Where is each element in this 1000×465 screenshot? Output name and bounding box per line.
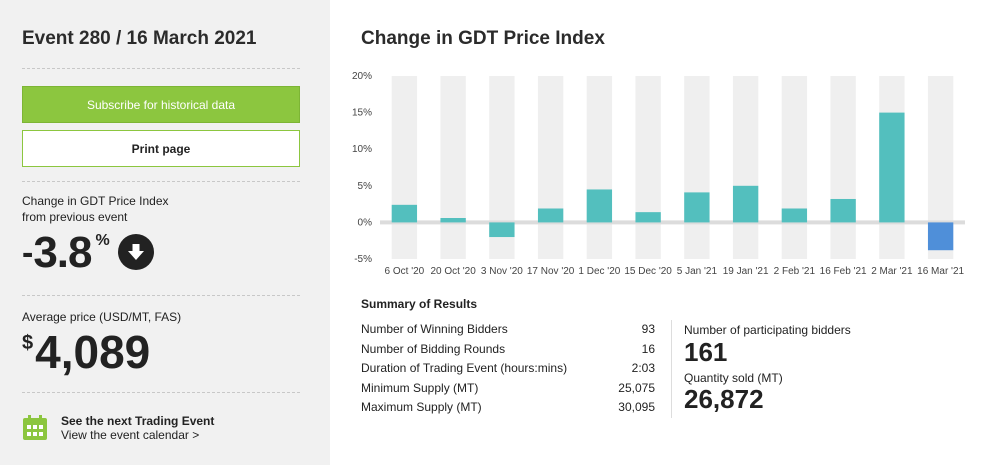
change-label-line2: from previous event bbox=[22, 210, 128, 224]
next-event-title: See the next Trading Event bbox=[61, 414, 215, 428]
x-tick-label: 20 Oct '20 bbox=[430, 266, 476, 277]
event-calendar-link[interactable]: View the event calendar > bbox=[61, 428, 200, 442]
print-page-button[interactable]: Print page bbox=[22, 130, 300, 167]
bar bbox=[537, 208, 564, 223]
bar bbox=[879, 112, 905, 223]
summary-divider bbox=[671, 320, 672, 418]
bar bbox=[391, 204, 418, 223]
summary-row-value: 93 bbox=[641, 322, 655, 336]
summary-table: Number of Winning Bidders 93 Number of B… bbox=[361, 320, 655, 418]
summary-row: Number of Bidding Rounds 16 bbox=[361, 340, 655, 360]
y-tick-label: 0% bbox=[358, 217, 373, 228]
summary-row-value: 2:03 bbox=[631, 361, 655, 375]
summary-row: Duration of Trading Event (hours:mins) 2… bbox=[361, 359, 655, 379]
quantity-sold-label: Quantity sold (MT) bbox=[684, 371, 783, 385]
chart-title: Change in GDT Price Index bbox=[361, 28, 605, 49]
divider bbox=[22, 181, 300, 182]
x-tick-label: 2 Mar '21 bbox=[871, 266, 913, 277]
arrow-down-icon bbox=[117, 234, 154, 270]
avg-price-currency: $ bbox=[22, 332, 34, 354]
summary-row-value: 30,095 bbox=[618, 400, 655, 414]
change-label-line1: Change in GDT Price Index bbox=[22, 194, 169, 208]
y-tick-label: 20% bbox=[352, 71, 372, 82]
column-band bbox=[684, 76, 710, 259]
participating-bidders-value: 161 bbox=[684, 337, 728, 367]
x-tick-label: 15 Dec '20 bbox=[624, 266, 672, 277]
event-title: Event 280 / 16 March 2021 bbox=[22, 28, 257, 49]
column-band bbox=[830, 76, 856, 259]
avg-price-number: 4,089 bbox=[35, 326, 151, 378]
y-tick-label: 15% bbox=[352, 108, 372, 119]
summary-row-value: 25,075 bbox=[618, 380, 655, 395]
summary-row-value: 16 bbox=[641, 341, 655, 356]
column-band bbox=[440, 76, 466, 259]
avg-price-value: $ 4,089 bbox=[22, 326, 150, 378]
change-label: Change in GDT Price Index from previous … bbox=[22, 193, 222, 225]
summary-row: Number of Winning Bidders 93 bbox=[361, 320, 655, 340]
bar bbox=[440, 218, 466, 223]
change-unit: % bbox=[95, 232, 110, 249]
change-sign: - bbox=[22, 234, 34, 272]
subscribe-button[interactable]: Subscribe for historical data bbox=[22, 86, 300, 123]
bar bbox=[732, 185, 759, 223]
zero-line bbox=[380, 220, 965, 225]
change-value: - 3.8 % bbox=[22, 226, 154, 280]
participating-bidders-label: Number of participating bidders bbox=[684, 323, 851, 337]
summary-row: Minimum Supply (MT) 25,075 bbox=[361, 379, 655, 399]
bar bbox=[927, 222, 954, 251]
x-tick-label: 2 Feb '21 bbox=[774, 266, 816, 277]
column-band bbox=[586, 76, 613, 259]
y-tick-label: 5% bbox=[358, 181, 373, 192]
x-tick-label: 19 Jan '21 bbox=[723, 266, 769, 277]
x-tick-label: 1 Dec '20 bbox=[578, 266, 620, 277]
y-tick-label: -5% bbox=[354, 254, 372, 265]
x-tick-label: 3 Nov '20 bbox=[481, 266, 523, 277]
bar bbox=[586, 189, 613, 223]
y-tick-label: 10% bbox=[352, 144, 372, 155]
summary-row-label: Duration of Trading Event (hours:mins) bbox=[361, 361, 568, 375]
bar bbox=[635, 212, 661, 223]
summary-title: Summary of Results bbox=[361, 297, 478, 311]
column-band bbox=[635, 76, 661, 259]
summary-row-label: Maximum Supply (MT) bbox=[361, 400, 482, 414]
avg-price-label: Average price (USD/MT, FAS) bbox=[22, 310, 182, 324]
x-tick-label: 5 Jan '21 bbox=[677, 266, 718, 277]
bar bbox=[830, 198, 856, 223]
calendar-icon bbox=[22, 415, 48, 441]
bar bbox=[781, 208, 808, 223]
column-band bbox=[537, 76, 564, 259]
x-tick-label: 6 Oct '20 bbox=[385, 266, 425, 277]
change-number: 3.8 bbox=[33, 228, 92, 277]
sidebar: Event 280 / 16 March 2021 Subscribe for … bbox=[0, 0, 330, 465]
column-band bbox=[732, 76, 759, 259]
divider bbox=[22, 68, 300, 69]
next-event[interactable]: See the next Trading Event View the even… bbox=[22, 414, 214, 442]
summary-row-label: Number of Winning Bidders bbox=[361, 322, 508, 336]
price-index-chart: -5% 0% 5% 10% 15% 20% 6 Oct '20 20 Oct '20 3 Nov… bbox=[352, 71, 965, 277]
column-band bbox=[781, 76, 808, 259]
divider bbox=[22, 295, 300, 296]
summary-row-label: Minimum Supply (MT) bbox=[361, 380, 479, 395]
x-tick-label: 16 Mar '21 bbox=[917, 266, 964, 277]
divider bbox=[22, 392, 300, 393]
column-band bbox=[391, 76, 418, 259]
bar bbox=[489, 222, 515, 238]
x-tick-label: 16 Feb '21 bbox=[820, 266, 867, 277]
quantity-sold-value: 26,872 bbox=[684, 384, 764, 414]
summary-row: Maximum Supply (MT) 30,095 bbox=[361, 398, 655, 418]
x-tick-label: 17 Nov '20 bbox=[527, 266, 575, 277]
bar bbox=[684, 192, 710, 223]
summary-row-label: Number of Bidding Rounds bbox=[361, 341, 506, 356]
